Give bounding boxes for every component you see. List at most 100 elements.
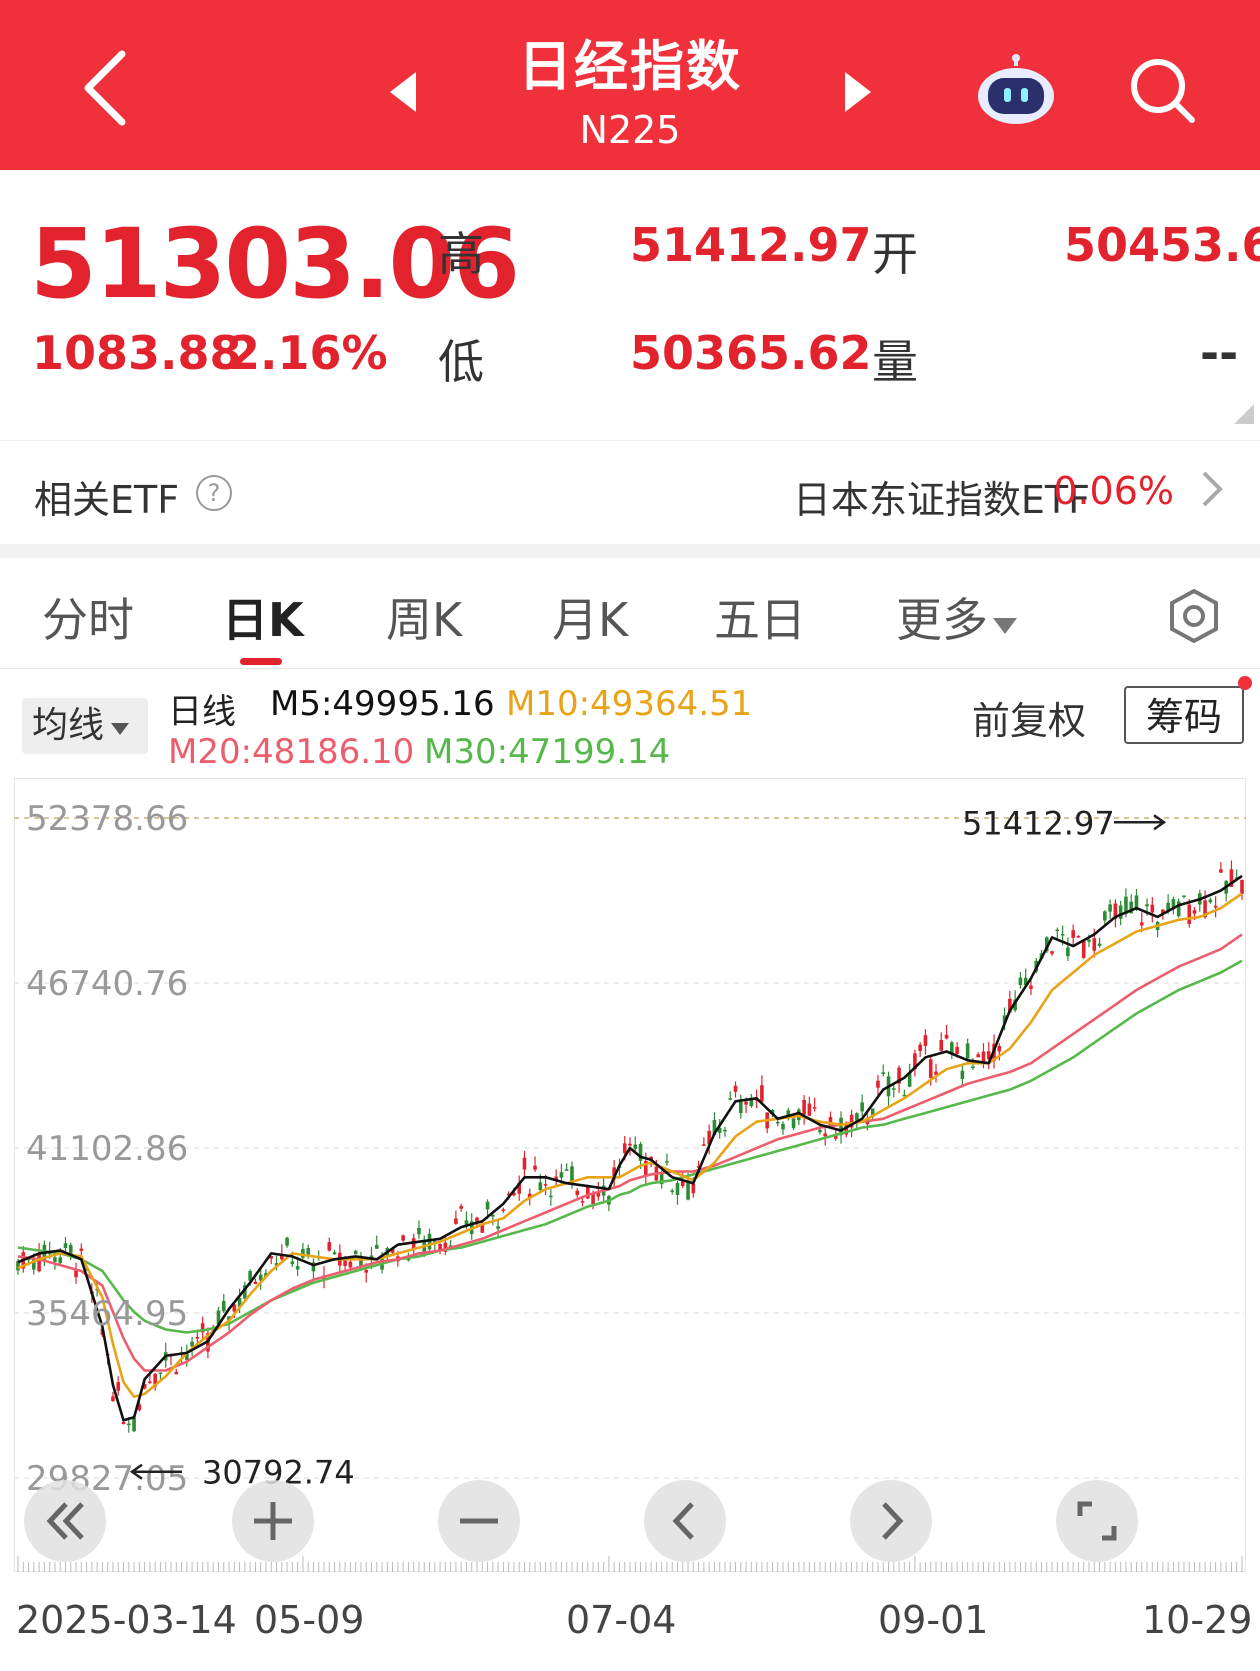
candle-body (554, 1176, 558, 1180)
candle-body (876, 1080, 880, 1088)
candle-body (448, 1245, 453, 1247)
candle-body (760, 1085, 764, 1102)
candle-body (195, 1336, 200, 1339)
candle-body (290, 1261, 295, 1265)
y-tick-label: 46740.76 (26, 964, 188, 1004)
zoom-in-button[interactable] (232, 1480, 314, 1562)
candle-body (965, 1043, 970, 1059)
x-label-3: 07-04 (566, 1598, 677, 1642)
candle-body (1166, 902, 1170, 911)
candle-body (353, 1250, 358, 1255)
candle-body (591, 1193, 595, 1205)
candle-body (644, 1160, 648, 1176)
candle-body (1029, 985, 1033, 989)
ma-line-m30 (17, 959, 1243, 1334)
candle-body (364, 1270, 369, 1273)
candle-body (1203, 900, 1207, 918)
candle-body (570, 1166, 574, 1185)
candle-body (897, 1067, 901, 1084)
candle-body (1103, 911, 1107, 921)
open-value: 50453.64 (1064, 218, 1260, 272)
candle-body (580, 1201, 585, 1203)
plus-icon (254, 1502, 292, 1540)
candle-body (248, 1270, 252, 1281)
expand-corner-icon[interactable] (1234, 404, 1254, 424)
candle-body (712, 1119, 717, 1136)
indicator-selector[interactable]: 均线 (22, 698, 148, 754)
chip-distribution-button[interactable]: 筹码 (1124, 686, 1244, 744)
adjust-mode-button[interactable]: 前复权 (972, 699, 1087, 743)
candle-body (918, 1044, 922, 1051)
search-icon[interactable] (1130, 58, 1196, 124)
candle-body (675, 1182, 680, 1196)
candle-body (585, 1186, 590, 1199)
candle-body (744, 1101, 748, 1105)
candle-body (1134, 895, 1139, 910)
chevron-left-icon (672, 1502, 694, 1540)
ma-line-m20 (17, 933, 1243, 1372)
candle-body (1161, 909, 1165, 914)
related-etf-row[interactable]: 相关ETF ? 日本东证指数ETF 0.06% (0, 440, 1260, 545)
candle-body (934, 1071, 938, 1075)
chart-grid (14, 817, 1246, 1572)
scroll-to-start-button[interactable] (24, 1480, 106, 1562)
candle-body (1044, 937, 1049, 952)
chevron-right-icon (1202, 471, 1223, 507)
low-value: 50365.62 (630, 326, 872, 380)
candle-body (148, 1381, 152, 1383)
y-tick-label: 41102.86 (26, 1129, 188, 1169)
tab-more[interactable]: 更多 (896, 584, 1018, 650)
candle-body (443, 1242, 448, 1252)
help-icon[interactable]: ? (196, 475, 232, 511)
candle-body (907, 1072, 912, 1087)
low-label: 低 (438, 335, 484, 389)
candle-body (32, 1259, 36, 1270)
candle-body (686, 1181, 690, 1200)
candle-body (221, 1300, 226, 1312)
tab-more-label: 更多 (896, 593, 988, 647)
candle-body (311, 1262, 316, 1272)
y-tick-label: 52378.66 (26, 799, 188, 839)
robot-assistant-icon[interactable] (976, 54, 1056, 126)
tab-weekly-k[interactable]: 周K (386, 593, 463, 647)
candle-body (63, 1243, 68, 1249)
candle-body (849, 1114, 854, 1128)
candle-body (1171, 899, 1176, 909)
candle-body (976, 1054, 981, 1058)
ma5-value: M5:49995.16 (270, 684, 495, 724)
candle-body (723, 1129, 727, 1132)
candle-body (707, 1130, 711, 1145)
back-arrow-icon[interactable] (78, 48, 138, 128)
candle-body (891, 1088, 896, 1090)
next-index-icon[interactable] (843, 70, 873, 114)
period-tabs: 分时 日K 周K 月K 五日 更多 (0, 558, 1260, 669)
scroll-left-button[interactable] (644, 1480, 726, 1562)
candle-body (633, 1144, 638, 1149)
tab-five-day[interactable]: 五日 (714, 593, 806, 647)
candle-body (1150, 904, 1155, 913)
tab-intraday[interactable]: 分时 (42, 593, 134, 647)
prev-index-icon[interactable] (388, 70, 418, 114)
settings-hexagon-icon[interactable] (1166, 588, 1222, 644)
candle-body (781, 1123, 785, 1130)
scroll-right-button[interactable] (850, 1480, 932, 1562)
kline-chart[interactable]: 52378.66 46740.76 41102.86 35464.95 29827.05… (14, 778, 1246, 1572)
candle-body (549, 1195, 553, 1198)
candle-body (1208, 899, 1213, 903)
tab-monthly-k[interactable]: 月K (552, 593, 629, 647)
zoom-out-button[interactable] (438, 1480, 520, 1562)
x-label-4: 09-01 (878, 1598, 989, 1642)
candle-body (1008, 998, 1012, 1013)
candle-body (327, 1242, 332, 1251)
high-label: 高 (438, 227, 484, 281)
candle-body (955, 1046, 959, 1054)
candle-body (158, 1372, 163, 1374)
candle-body (665, 1161, 669, 1163)
candle-body (928, 1059, 933, 1078)
open-label: 开 (872, 227, 918, 281)
fullscreen-button[interactable] (1056, 1480, 1138, 1562)
tab-daily-k[interactable]: 日K (222, 593, 304, 647)
candle-body (237, 1297, 242, 1307)
chart-frame (14, 778, 1246, 1572)
